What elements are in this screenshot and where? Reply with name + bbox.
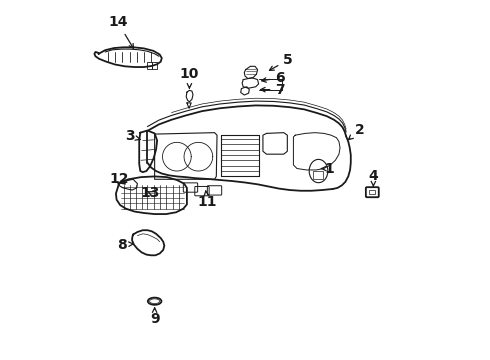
Text: 11: 11: [197, 191, 217, 208]
Text: 8: 8: [118, 238, 133, 252]
Text: 10: 10: [180, 67, 199, 88]
Text: 9: 9: [150, 308, 159, 326]
Text: 5: 5: [270, 53, 293, 70]
Text: 1: 1: [321, 162, 334, 176]
Bar: [313, 171, 323, 179]
Text: 4: 4: [368, 169, 378, 186]
Text: 12: 12: [109, 172, 128, 186]
Text: 13: 13: [140, 185, 160, 199]
Text: 14: 14: [108, 15, 133, 48]
Text: 2: 2: [348, 123, 365, 140]
Text: 7: 7: [261, 83, 285, 96]
Text: 3: 3: [125, 129, 140, 143]
Bar: [368, 190, 375, 194]
Text: 6: 6: [262, 71, 285, 85]
Bar: [147, 62, 152, 69]
Bar: [152, 62, 157, 69]
